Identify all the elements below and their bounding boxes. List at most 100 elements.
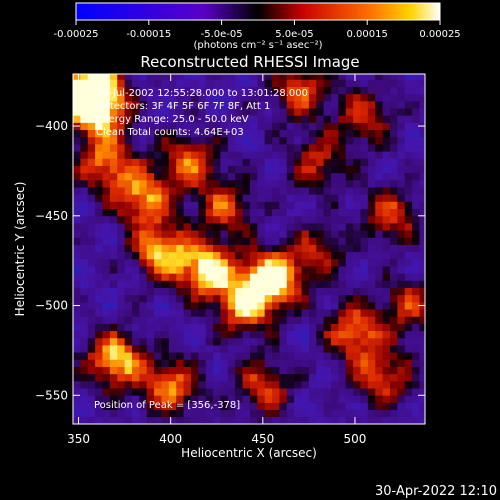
heatmap-cell <box>257 316 266 324</box>
heatmap-cell <box>73 395 81 403</box>
heatmap-cell <box>227 373 236 382</box>
heatmap-cell <box>161 287 170 296</box>
heatmap-cell <box>95 129 103 138</box>
heatmap-cell <box>345 380 354 389</box>
heatmap-cell <box>87 366 96 375</box>
heatmap-cell <box>353 179 361 188</box>
heatmap-cell <box>235 108 243 116</box>
heatmap-cell <box>95 187 103 195</box>
heatmap-cell <box>257 100 266 109</box>
heatmap-cell <box>323 287 332 296</box>
heatmap-cell <box>367 115 376 123</box>
heatmap-cell <box>412 136 420 145</box>
heatmap-cell <box>73 280 81 288</box>
heatmap-cell <box>190 158 199 166</box>
heatmap-cell <box>382 273 391 281</box>
heatmap-cell <box>345 294 354 303</box>
heatmap-cell <box>316 237 325 245</box>
heatmap-cell <box>176 100 184 109</box>
heatmap-cell <box>338 380 347 389</box>
heatmap-cell <box>102 165 111 174</box>
heatmap-cell <box>279 345 288 353</box>
heatmap-cell <box>124 258 133 267</box>
heatmap-cell <box>412 158 420 166</box>
heatmap-cell <box>176 237 184 245</box>
heatmap-cell <box>131 359 140 367</box>
heatmap-cell <box>286 244 295 253</box>
heatmap-cell <box>80 273 89 281</box>
heatmap-cell <box>87 122 96 131</box>
heatmap-cell <box>353 409 361 418</box>
heatmap-cell <box>95 273 103 281</box>
heatmap-cell <box>264 237 273 245</box>
heatmap-cell <box>205 93 214 102</box>
heatmap-cell <box>190 330 199 339</box>
heatmap-cell <box>360 172 369 181</box>
heatmap-cell <box>264 93 273 102</box>
heatmap-cell <box>95 144 103 152</box>
heatmap-cell <box>220 402 229 411</box>
heatmap-cell <box>389 258 398 267</box>
heatmap-cell <box>367 93 376 102</box>
heatmap-cell <box>227 215 236 224</box>
heatmap-cell <box>323 366 332 375</box>
heatmap-cell <box>367 266 376 274</box>
heatmap-cell <box>389 165 398 174</box>
heatmap-cell <box>220 316 229 324</box>
heatmap-cell <box>301 273 310 281</box>
heatmap-cell <box>183 280 192 288</box>
heatmap-cell <box>109 93 118 102</box>
heatmap-cell <box>331 115 339 123</box>
heatmap-cell <box>323 409 332 418</box>
heatmap-cell <box>87 294 96 303</box>
heatmap-cell <box>95 409 103 418</box>
heatmap-cell <box>353 230 361 238</box>
heatmap-cell <box>375 115 384 123</box>
heatmap-cell <box>176 86 184 95</box>
heatmap-cell <box>131 194 140 202</box>
heatmap-cell <box>161 280 170 288</box>
heatmap-cell <box>419 352 425 360</box>
heatmap-cell <box>272 79 280 87</box>
heatmap-cell <box>382 108 391 116</box>
heatmap-cell <box>190 151 199 159</box>
heatmap-cell <box>249 158 258 166</box>
heatmap-cell <box>102 273 111 281</box>
heatmap-cell <box>360 158 369 166</box>
heatmap-cell <box>279 323 288 332</box>
heatmap-cell <box>73 222 81 231</box>
heatmap-cell <box>382 251 391 260</box>
heatmap-cell <box>345 316 354 324</box>
heatmap-cell <box>301 165 310 174</box>
heatmap-cell <box>279 222 288 231</box>
heatmap-cell <box>412 230 420 238</box>
heatmap-cell <box>397 215 406 224</box>
heatmap-cell <box>353 287 361 296</box>
heatmap-cell <box>117 144 126 152</box>
heatmap-cell <box>345 237 354 245</box>
heatmap-cell <box>264 165 273 174</box>
heatmap-cell <box>213 337 221 346</box>
heatmap-cell <box>279 237 288 245</box>
heatmap-cell <box>301 122 310 131</box>
heatmap-cell <box>404 266 413 274</box>
heatmap-cell <box>412 215 420 224</box>
heatmap-cell <box>109 380 118 389</box>
heatmap-cell <box>109 294 118 303</box>
heatmap-cell <box>301 258 310 267</box>
heatmap-cell <box>316 74 325 80</box>
heatmap-cell <box>198 366 207 375</box>
heatmap-cell <box>124 230 133 238</box>
heatmap-cell <box>345 337 354 346</box>
heatmap-cell <box>419 79 425 87</box>
heatmap-cell <box>176 93 184 102</box>
heatmap-cell <box>264 380 273 389</box>
heatmap-cell <box>249 309 258 317</box>
heatmap-cell <box>139 129 148 138</box>
heatmap-cell <box>404 244 413 253</box>
heatmap-cell <box>301 179 310 188</box>
heatmap-cell <box>242 323 251 332</box>
heatmap-cell <box>360 222 369 231</box>
heatmap-cell <box>168 266 177 274</box>
heatmap-cell <box>331 122 339 131</box>
